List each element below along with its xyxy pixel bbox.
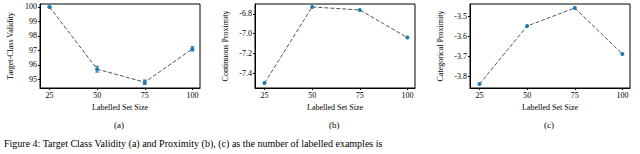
svg-text:100: 100 bbox=[401, 91, 413, 100]
svg-text:-7.0: -7.0 bbox=[239, 29, 252, 38]
svg-text:-3.6: -3.6 bbox=[454, 32, 467, 41]
svg-text:50: 50 bbox=[523, 91, 531, 100]
svg-text:Labelled Set Size: Labelled Set Size bbox=[92, 103, 148, 112]
svg-text:95: 95 bbox=[29, 75, 37, 84]
svg-text:100: 100 bbox=[25, 2, 37, 11]
svg-text:100: 100 bbox=[186, 91, 198, 100]
svg-text:-3.8: -3.8 bbox=[454, 72, 467, 81]
svg-text:99: 99 bbox=[29, 17, 37, 26]
svg-text:97: 97 bbox=[29, 46, 37, 55]
svg-text:Categorical Proximity: Categorical Proximity bbox=[436, 11, 445, 82]
svg-text:-3.5: -3.5 bbox=[454, 12, 467, 21]
svg-text:50: 50 bbox=[308, 91, 316, 100]
svg-text:Figure 4: Target Class Validit: Figure 4: Target Class Validity (a) and … bbox=[4, 138, 382, 150]
svg-text:Continuous Proximity: Continuous Proximity bbox=[221, 11, 230, 82]
svg-text:75: 75 bbox=[356, 91, 364, 100]
svg-text:Target-Class Validity: Target-Class Validity bbox=[6, 12, 15, 79]
svg-text:50: 50 bbox=[93, 91, 101, 100]
svg-text:98: 98 bbox=[29, 31, 37, 40]
svg-text:25: 25 bbox=[46, 91, 54, 100]
svg-text:-7.2: -7.2 bbox=[239, 49, 252, 58]
svg-text:25: 25 bbox=[476, 91, 484, 100]
svg-text:100: 100 bbox=[616, 91, 628, 100]
svg-text:75: 75 bbox=[571, 91, 579, 100]
svg-text:-3.7: -3.7 bbox=[454, 52, 467, 61]
svg-text:Labelled Set Size: Labelled Set Size bbox=[307, 103, 363, 112]
svg-text:96: 96 bbox=[29, 60, 37, 69]
svg-text:(c): (c) bbox=[544, 120, 554, 130]
svg-text:(a): (a) bbox=[114, 120, 124, 130]
svg-text:75: 75 bbox=[141, 91, 149, 100]
svg-text:-6.8: -6.8 bbox=[239, 9, 252, 18]
svg-text:Labelled Set Size: Labelled Set Size bbox=[522, 103, 578, 112]
svg-text:-7.4: -7.4 bbox=[239, 69, 252, 78]
svg-text:25: 25 bbox=[261, 91, 269, 100]
svg-text:(b): (b) bbox=[329, 120, 340, 130]
